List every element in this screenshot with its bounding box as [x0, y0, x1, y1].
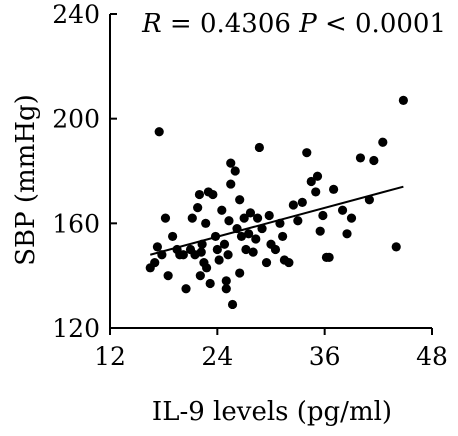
x-tick-label: 12 — [94, 342, 126, 371]
data-point — [254, 142, 264, 153]
x-axis-title: IL-9 levels (pg/ml) — [152, 397, 392, 427]
data-point — [264, 210, 274, 221]
data-point — [337, 205, 348, 215]
data-point — [241, 244, 251, 255]
data-point — [306, 176, 316, 187]
x-axis-ticks: 12 24 36 48 — [94, 328, 448, 371]
data-point — [221, 284, 231, 294]
data-point — [160, 213, 171, 223]
data-point — [235, 268, 245, 278]
data-point — [224, 216, 234, 226]
data-point — [178, 250, 188, 260]
regression-line — [149, 185, 404, 256]
data-point — [239, 213, 249, 223]
data-point — [163, 271, 173, 281]
x-tick-label: 24 — [201, 342, 233, 371]
data-point — [221, 276, 231, 286]
data-point — [297, 197, 307, 207]
data-point — [329, 184, 339, 194]
data-point — [154, 127, 164, 137]
data-point — [311, 187, 321, 197]
data-point — [261, 257, 272, 268]
data-point — [193, 203, 203, 213]
data-point — [378, 137, 388, 147]
data-point — [346, 213, 357, 223]
data-point — [150, 257, 160, 268]
data-point — [244, 229, 254, 239]
data-point — [236, 231, 247, 242]
data-point — [205, 278, 215, 289]
data-point — [288, 200, 298, 210]
data-point — [168, 231, 178, 242]
data-points — [145, 95, 408, 310]
data-point — [270, 244, 281, 255]
data-point — [214, 255, 224, 265]
data-point — [195, 271, 205, 281]
y-tick-label: 160 — [52, 209, 100, 238]
data-point — [312, 171, 323, 181]
data-point — [324, 252, 334, 262]
y-tick-label: 120 — [52, 314, 100, 343]
data-point — [202, 263, 212, 273]
data-point — [187, 213, 197, 223]
data-point — [248, 247, 258, 257]
data-point — [227, 299, 238, 310]
data-point — [278, 231, 288, 242]
y-tick-label: 240 — [52, 0, 100, 29]
x-tick-label: 36 — [309, 342, 341, 371]
data-point — [208, 189, 218, 200]
data-point — [217, 205, 227, 215]
data-point — [194, 189, 205, 200]
x-tick-label: 48 — [416, 342, 448, 371]
data-point — [230, 166, 240, 176]
data-point — [181, 284, 191, 294]
data-point — [235, 195, 245, 205]
data-point — [219, 239, 230, 249]
data-point — [251, 234, 261, 244]
data-point — [252, 213, 263, 223]
data-point — [226, 179, 236, 189]
data-point — [212, 244, 222, 255]
data-point — [196, 247, 206, 257]
correlation-annotation: R = 0.4306 P < 0.0001 — [141, 9, 446, 39]
data-point — [369, 155, 379, 166]
data-point — [293, 216, 303, 226]
data-point — [245, 208, 256, 218]
data-point — [355, 153, 366, 163]
data-point — [201, 218, 211, 228]
data-point — [226, 158, 236, 168]
y-tick-label: 200 — [52, 105, 100, 134]
data-point — [318, 210, 328, 221]
data-point — [398, 95, 408, 105]
y-axis-title: SBP (mmHg) — [11, 94, 41, 266]
y-axis-ticks: 120 160 200 240 — [52, 0, 117, 343]
data-point — [315, 226, 325, 236]
data-point — [152, 242, 163, 252]
data-point — [223, 250, 233, 260]
data-point — [342, 229, 352, 239]
data-point — [391, 242, 401, 252]
data-point — [302, 148, 312, 158]
data-point — [284, 257, 294, 268]
